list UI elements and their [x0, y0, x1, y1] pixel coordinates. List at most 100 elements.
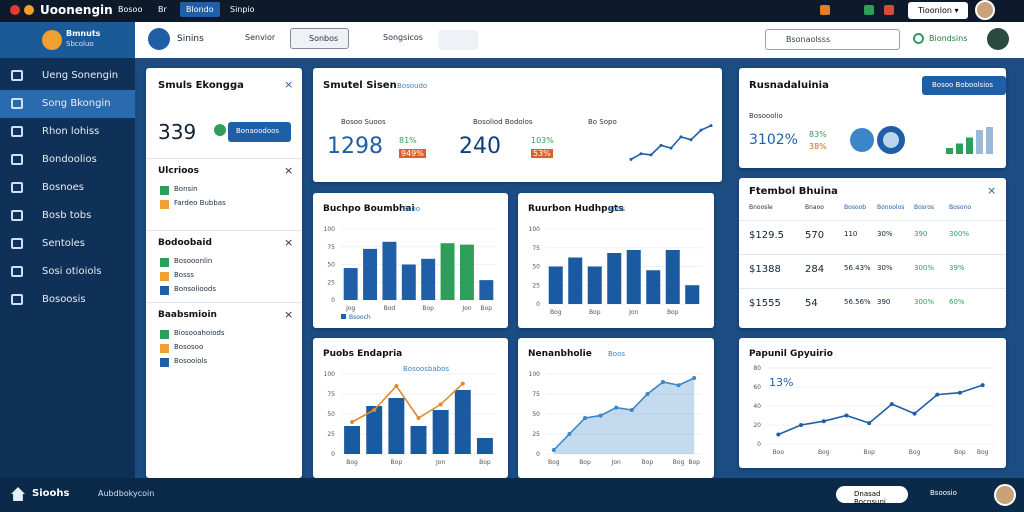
icon[interactable] — [820, 5, 830, 15]
tab[interactable]: Songsicos — [383, 33, 423, 42]
x-tick-label: Bop — [642, 459, 654, 466]
x-tick-label: Bop — [954, 449, 966, 456]
point — [669, 146, 673, 150]
item-label: Ueng Sonengin — [42, 70, 119, 81]
icon — [11, 210, 23, 221]
y-tick-label: 40 — [753, 403, 761, 410]
point — [372, 408, 377, 412]
item-label: Bosb tobs — [42, 210, 92, 221]
tab[interactable]: Sonbos — [290, 28, 350, 49]
y-tick-label: 100 — [529, 371, 541, 378]
icon — [11, 266, 23, 277]
footer-link[interactable]: Bsoosio — [930, 489, 957, 497]
chart-title: Nenanbholie — [528, 349, 592, 359]
big-value: 339 — [158, 120, 197, 144]
top-bar: Uoonengin Bosoo Br Blondo Sinpio Tioonlon ▾ — [0, 0, 1024, 22]
table-cell: 54 — [805, 298, 818, 309]
avatar[interactable] — [975, 0, 995, 20]
sidebar-item[interactable]: Bosnoes — [0, 174, 135, 202]
bar — [548, 266, 563, 304]
divider — [739, 288, 1006, 289]
close[interactable]: × — [284, 308, 294, 321]
menu-item[interactable]: Blondo — [180, 2, 220, 17]
chart-tag: Bsoo — [403, 205, 420, 213]
row-icon — [160, 258, 169, 267]
icon — [11, 154, 23, 165]
icon[interactable] — [884, 5, 894, 15]
table-header: Bosoob — [844, 204, 867, 211]
point — [460, 381, 465, 386]
app-icon — [148, 28, 170, 50]
x-tick-label: Bop — [589, 309, 601, 316]
point — [980, 383, 985, 388]
table-header: Bnoosle — [749, 204, 773, 211]
divider — [739, 220, 1006, 221]
pill[interactable]: Dnasad Bocnsuni — [836, 486, 908, 506]
x-tick-label: Bog — [548, 459, 560, 466]
button[interactable]: Bosoo Boboolsios — [922, 76, 1006, 95]
metric-change: 103% — [531, 136, 554, 145]
home-icon[interactable] — [11, 487, 25, 501]
sidebar-item[interactable]: Song Bkongin — [0, 90, 135, 118]
tab[interactable]: Senvior — [245, 33, 276, 42]
avatar[interactable] — [994, 484, 1016, 506]
close[interactable]: × — [284, 236, 294, 249]
close[interactable]: × — [284, 78, 294, 91]
sidebar-item[interactable]: Rhon lohiss — [0, 118, 135, 146]
item-label: Bondoolios — [42, 154, 97, 165]
close[interactable]: × — [284, 164, 294, 177]
x-tick-label: Jon — [611, 459, 621, 466]
table-cell: 30% — [877, 264, 893, 272]
close[interactable]: × — [987, 184, 997, 197]
logo — [42, 30, 62, 50]
point — [912, 411, 917, 416]
sidebar-item[interactable]: Bondoolios — [0, 146, 135, 174]
status-icon — [913, 33, 924, 44]
row-icon — [160, 186, 169, 195]
point — [821, 419, 826, 424]
button[interactable]: Bonaoodoos — [228, 122, 291, 142]
section-title: Bodoobaid — [158, 238, 212, 248]
sidebar-item[interactable]: Sentoles — [0, 230, 135, 258]
icon-button[interactable] — [438, 30, 478, 50]
sidebar-subtitle: Sbcoluo — [66, 40, 94, 48]
tag: Bosoudo — [397, 82, 428, 90]
sidebar-title: Bmnuts — [66, 29, 101, 38]
sidebar-item[interactable]: Sosi otioiols — [0, 258, 135, 286]
mini-bar-chart — [946, 127, 993, 154]
table-cell: 300% — [914, 298, 935, 306]
search-box[interactable]: Bsonaolsss — [765, 29, 900, 50]
table-cell: 30% — [877, 230, 893, 238]
menu-item[interactable]: Br — [158, 5, 167, 14]
sidebar-item[interactable]: Bosoosis — [0, 286, 135, 314]
card-title: Smuls Ekongga — [158, 80, 244, 91]
y-tick-label: 0 — [536, 301, 540, 308]
mini-bar — [976, 130, 983, 154]
bar — [587, 266, 602, 304]
section-title: Ulcrioos — [158, 166, 199, 176]
menu-item[interactable]: Bosoo — [118, 5, 143, 14]
x-tick-label: Bop — [688, 459, 700, 466]
y-tick-label: 50 — [532, 264, 540, 271]
table-cell: 56.43% — [844, 264, 871, 272]
menu-item[interactable]: Sinpio — [230, 5, 255, 14]
row-icon — [160, 272, 169, 281]
point — [416, 416, 421, 420]
bar — [626, 250, 641, 304]
avatar[interactable] — [987, 28, 1009, 50]
table-cell: 390 — [877, 298, 891, 306]
y-tick-label: 80 — [753, 365, 761, 372]
chart-card: Puobs Endapria Bosoosbabos 0 25 50 75 100 Bog Bo… — [313, 338, 508, 478]
y-tick-label: 75 — [532, 245, 540, 252]
x-tick-label: Bop — [863, 449, 875, 456]
icon[interactable] — [864, 5, 874, 15]
chart-card: Buchpo Boumbhai Bsoo 0 25 50 75 100 Jog Bod Bop Jo… — [313, 193, 508, 328]
sidebar-item[interactable]: Bosb tobs — [0, 202, 135, 230]
sidebar-item[interactable]: Ueng Sonengin — [0, 62, 135, 90]
table-cell: $1388 — [749, 264, 781, 275]
chart-card: Ruurbon Hudhpgts Boos 0 25 50 75 100 Bog Bop Jon B… — [518, 193, 714, 328]
account-dropdown[interactable]: Tioonlon ▾ — [908, 2, 968, 19]
line — [351, 383, 464, 423]
